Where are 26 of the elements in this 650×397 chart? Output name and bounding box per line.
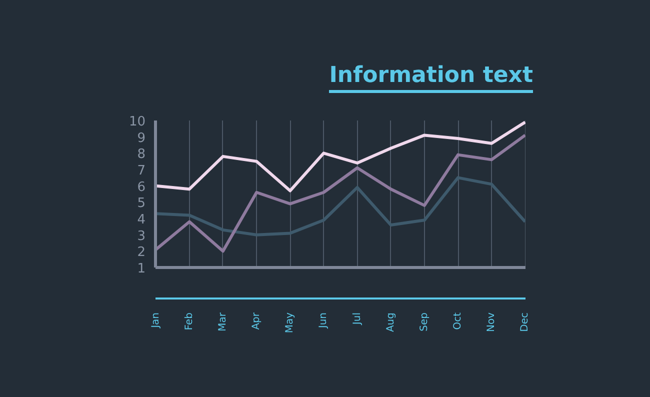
- x-tick-label: Oct: [452, 312, 464, 330]
- x-tick-label: Sep: [418, 312, 430, 332]
- x-tick-label: Nov: [486, 312, 498, 332]
- line-series: [156, 134, 526, 253]
- y-tick-label: 5: [137, 196, 146, 212]
- x-tick-label: Apr: [251, 312, 262, 330]
- x-tick-label: Aug: [385, 312, 396, 332]
- y-tick-label: 10: [128, 114, 146, 130]
- y-tick-label: 1: [137, 262, 146, 276]
- y-tick-label: 6: [137, 180, 146, 195]
- y-tick-label: 2: [137, 245, 146, 260]
- y-tick-label: 4: [137, 212, 146, 228]
- x-tick-label: Dec: [520, 312, 531, 332]
- chart-title: Information text: [329, 63, 533, 93]
- y-tick-label: 7: [137, 164, 146, 178]
- x-tick-label: Jan: [150, 312, 162, 329]
- line-series: [156, 120, 526, 192]
- y-tick-label: 3: [137, 228, 146, 244]
- x-tick-label: Jun: [318, 312, 330, 330]
- x-tick-label: Jul: [352, 312, 363, 326]
- x-tick-label: Feb: [184, 312, 195, 330]
- x-tick-label: May: [284, 312, 296, 334]
- line-series: [156, 176, 526, 236]
- y-tick-label: 8: [137, 147, 146, 162]
- y-tick-label: 9: [137, 130, 146, 146]
- x-tick-label: Mar: [217, 312, 228, 332]
